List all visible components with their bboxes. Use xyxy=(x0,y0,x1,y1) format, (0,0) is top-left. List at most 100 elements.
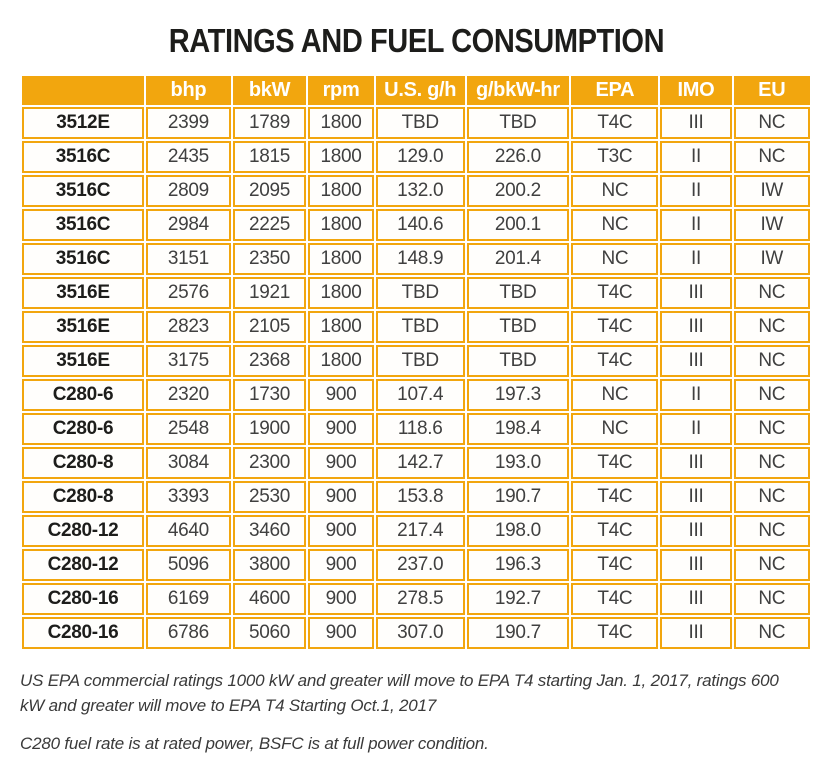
value-cell: 190.7 xyxy=(466,617,570,649)
value-cell: 1800 xyxy=(308,107,374,139)
value-cell: III xyxy=(660,277,732,309)
table-row: C280-6 2320 1730 900 107.4 197.3 NC II NC xyxy=(22,379,810,411)
value-cell: 1800 xyxy=(308,277,374,309)
value-cell: 1789 xyxy=(232,107,307,139)
value-cell: 148.9 xyxy=(375,243,465,275)
value-cell: IW xyxy=(733,209,810,241)
model-cell: C280-12 xyxy=(22,549,144,581)
table-row: 3516E 2576 1921 1800 TBD TBD T4C III NC xyxy=(22,277,810,309)
value-cell: T4C xyxy=(571,345,659,377)
value-cell: 2095 xyxy=(232,175,307,207)
value-cell: TBD xyxy=(375,107,465,139)
footnote-epa: US EPA commercial ratings 1000 kW and gr… xyxy=(20,671,779,715)
value-cell: 3084 xyxy=(145,447,231,479)
value-cell: 900 xyxy=(308,447,374,479)
column-header-model xyxy=(22,76,144,105)
table-row: C280-8 3393 2530 900 153.8 190.7 T4C III NC xyxy=(22,481,810,513)
value-cell: 198.0 xyxy=(466,515,570,547)
value-cell: III xyxy=(660,345,732,377)
value-cell: NC xyxy=(733,583,810,615)
value-cell: T3C xyxy=(571,141,659,173)
value-cell: T4C xyxy=(571,447,659,479)
value-cell: TBD xyxy=(375,345,465,377)
value-cell: NC xyxy=(733,617,810,649)
value-cell: 200.1 xyxy=(466,209,570,241)
column-header-bkw: bkW xyxy=(232,76,307,105)
value-cell: 129.0 xyxy=(375,141,465,173)
table-row: C280-8 3084 2300 900 142.7 193.0 T4C III NC xyxy=(22,447,810,479)
table-row: 3512E 2399 1789 1800 TBD TBD T4C III NC xyxy=(22,107,810,139)
value-cell: III xyxy=(660,617,732,649)
value-cell: 1900 xyxy=(232,413,307,445)
column-header-imo: IMO xyxy=(660,76,732,105)
value-cell: III xyxy=(660,515,732,547)
table-row: C280-12 5096 3800 900 237.0 196.3 T4C III NC xyxy=(22,549,810,581)
value-cell: III xyxy=(660,583,732,615)
model-cell: C280-6 xyxy=(22,379,144,411)
value-cell: 107.4 xyxy=(375,379,465,411)
value-cell: 5096 xyxy=(145,549,231,581)
value-cell: 153.8 xyxy=(375,481,465,513)
value-cell: 196.3 xyxy=(466,549,570,581)
table-row: 3516C 2435 1815 1800 129.0 226.0 T3C II NC xyxy=(22,141,810,173)
value-cell: NC xyxy=(733,277,810,309)
value-cell: 2105 xyxy=(232,311,307,343)
value-cell: TBD xyxy=(375,277,465,309)
model-cell: C280-8 xyxy=(22,481,144,513)
value-cell: 2300 xyxy=(232,447,307,479)
table-row: C280-6 2548 1900 900 118.6 198.4 NC II NC xyxy=(22,413,810,445)
value-cell: NC xyxy=(571,209,659,241)
value-cell: 4640 xyxy=(145,515,231,547)
value-cell: 900 xyxy=(308,549,374,581)
value-cell: III xyxy=(660,549,732,581)
model-cell: 3516E xyxy=(22,345,144,377)
value-cell: 2576 xyxy=(145,277,231,309)
model-cell: C280-16 xyxy=(22,617,144,649)
value-cell: NC xyxy=(733,413,810,445)
column-header-bhp: bhp xyxy=(145,76,231,105)
value-cell: 2368 xyxy=(232,345,307,377)
value-cell: 2399 xyxy=(145,107,231,139)
value-cell: 3460 xyxy=(232,515,307,547)
value-cell: T4C xyxy=(571,311,659,343)
page-title-text: RATINGS AND FUEL CONSUMPTION xyxy=(168,22,664,59)
model-cell: 3516E xyxy=(22,311,144,343)
value-cell: TBD xyxy=(466,311,570,343)
model-cell: C280-6 xyxy=(22,413,144,445)
value-cell: 217.4 xyxy=(375,515,465,547)
value-cell: 6786 xyxy=(145,617,231,649)
value-cell: 4600 xyxy=(232,583,307,615)
value-cell: II xyxy=(660,379,732,411)
value-cell: 900 xyxy=(308,413,374,445)
value-cell: T4C xyxy=(571,617,659,649)
column-header-rpm: rpm xyxy=(308,76,374,105)
value-cell: NC xyxy=(571,175,659,207)
value-cell: III xyxy=(660,311,732,343)
column-header-u-s-g-h: U.S. g/h xyxy=(375,76,465,105)
model-cell: C280-8 xyxy=(22,447,144,479)
value-cell: 2320 xyxy=(145,379,231,411)
model-cell: 3516C xyxy=(22,243,144,275)
footnote-c280: C280 fuel rate is at rated power, BSFC i… xyxy=(20,734,489,754)
page-title: RATINGS AND FUEL CONSUMPTION xyxy=(20,22,812,60)
column-header-eu: EU xyxy=(733,76,810,105)
model-cell: C280-12 xyxy=(22,515,144,547)
value-cell: III xyxy=(660,107,732,139)
value-cell: 2984 xyxy=(145,209,231,241)
value-cell: TBD xyxy=(466,345,570,377)
value-cell: 278.5 xyxy=(375,583,465,615)
value-cell: 6169 xyxy=(145,583,231,615)
value-cell: TBD xyxy=(466,107,570,139)
value-cell: TBD xyxy=(466,277,570,309)
value-cell: 198.4 xyxy=(466,413,570,445)
value-cell: II xyxy=(660,141,732,173)
table-row: 3516C 2809 2095 1800 132.0 200.2 NC II IW xyxy=(22,175,810,207)
value-cell: II xyxy=(660,209,732,241)
model-cell: 3516C xyxy=(22,209,144,241)
value-cell: 2530 xyxy=(232,481,307,513)
value-cell: 900 xyxy=(308,379,374,411)
value-cell: TBD xyxy=(375,311,465,343)
value-cell: T4C xyxy=(571,549,659,581)
value-cell: III xyxy=(660,481,732,513)
value-cell: 142.7 xyxy=(375,447,465,479)
